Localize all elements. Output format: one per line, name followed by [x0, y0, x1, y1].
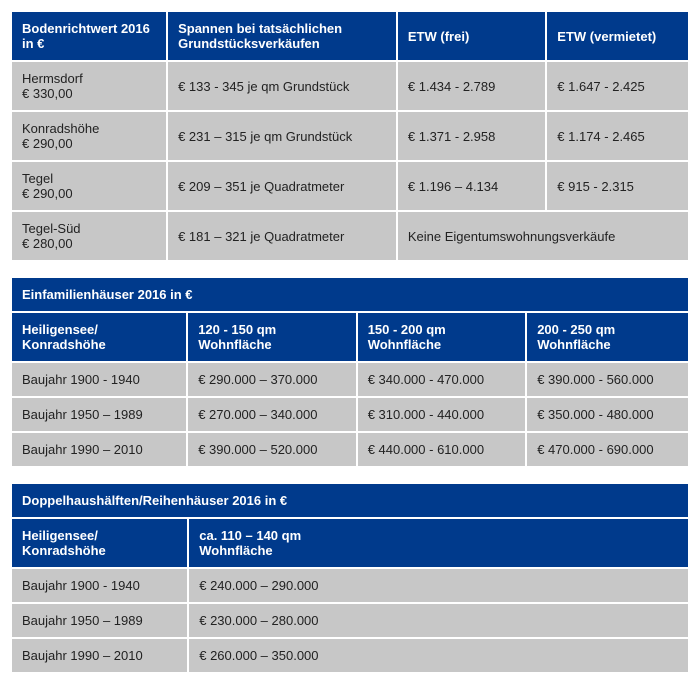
- brw-location: Tegel: [22, 171, 117, 186]
- efh-label: Baujahr 1950 – 1989: [12, 398, 186, 431]
- brw-span: € 231 – 315 je qm Grundstück: [168, 112, 396, 160]
- etw-frei: € 1.196 – 4.134: [398, 162, 545, 210]
- table-doppelhaus: Doppelhaushälften/Reihenhäuser 2016 in €…: [10, 482, 690, 674]
- table3-header-1: ca. 110 – 140 qmWohnfläche: [189, 519, 688, 567]
- table-bodenrichtwert: Bodenrichtwert 2016 in € Spannen bei tat…: [10, 10, 690, 262]
- dh-label: Baujahr 1950 – 1989: [12, 604, 187, 637]
- table-row: Baujahr 1990 – 2010 € 390.000 – 520.000 …: [12, 433, 688, 466]
- etw-frei: € 1.434 - 2.789: [398, 62, 545, 110]
- efh-cell: € 340.000 - 470.000: [358, 363, 526, 396]
- dh-cell: € 230.000 – 280.000: [189, 604, 688, 637]
- table-row: Baujahr 1990 – 2010 € 260.000 – 350.000: [12, 639, 688, 672]
- table-einfamilienhaeuser: Einfamilienhäuser 2016 in € Heiligensee/…: [10, 276, 690, 468]
- table2-title-row: Einfamilienhäuser 2016 in €: [12, 278, 688, 311]
- table2-header-row: Heiligensee/Konradshöhe 120 - 150 qmWohn…: [12, 313, 688, 361]
- efh-cell: € 390.000 – 520.000: [188, 433, 356, 466]
- table1-header-1: Spannen bei tatsächlichen Grundstücksver…: [168, 12, 396, 60]
- efh-cell: € 290.000 – 370.000: [188, 363, 356, 396]
- dh-label: Baujahr 1900 - 1940: [12, 569, 187, 602]
- table3-header-row: Heiligensee/Konradshöhe ca. 110 – 140 qm…: [12, 519, 688, 567]
- efh-cell: € 390.000 - 560.000: [527, 363, 688, 396]
- table-row: Konradshöhe € 290,00 € 231 – 315 je qm G…: [12, 112, 688, 160]
- brw-location: Hermsdorf: [22, 71, 117, 86]
- etw-verm: € 1.647 - 2.425: [547, 62, 688, 110]
- efh-label: Baujahr 1990 – 2010: [12, 433, 186, 466]
- brw-value: € 330,00: [22, 86, 73, 101]
- table-row: Tegel-Süd € 280,00 € 181 – 321 je Quadra…: [12, 212, 688, 260]
- dh-label: Baujahr 1990 – 2010: [12, 639, 187, 672]
- table3-header-0: Heiligensee/Konradshöhe: [12, 519, 187, 567]
- brw-cell: Hermsdorf € 330,00: [12, 62, 166, 110]
- brw-span: € 181 – 321 je Quadratmeter: [168, 212, 396, 260]
- table2-header-1: 120 - 150 qmWohnfläche: [188, 313, 356, 361]
- efh-cell: € 270.000 – 340.000: [188, 398, 356, 431]
- brw-span: € 209 – 351 je Quadratmeter: [168, 162, 396, 210]
- table-row: Baujahr 1900 - 1940 € 240.000 – 290.000: [12, 569, 688, 602]
- brw-cell: Tegel-Süd € 280,00: [12, 212, 166, 260]
- table-row: Baujahr 1950 – 1989 € 230.000 – 280.000: [12, 604, 688, 637]
- brw-value: € 280,00: [22, 236, 73, 251]
- etw-merged: Keine Eigentumswohnungsverkäufe: [398, 212, 688, 260]
- table2-header-0: Heiligensee/Konradshöhe: [12, 313, 186, 361]
- brw-value: € 290,00: [22, 136, 73, 151]
- table1-header-row: Bodenrichtwert 2016 in € Spannen bei tat…: [12, 12, 688, 60]
- dh-cell: € 260.000 – 350.000: [189, 639, 688, 672]
- brw-cell: Konradshöhe € 290,00: [12, 112, 166, 160]
- table2-header-2: 150 - 200 qmWohnfläche: [358, 313, 526, 361]
- table-row: Baujahr 1950 – 1989 € 270.000 – 340.000 …: [12, 398, 688, 431]
- brw-location: Konradshöhe: [22, 121, 117, 136]
- efh-label: Baujahr 1900 - 1940: [12, 363, 186, 396]
- brw-cell: Tegel € 290,00: [12, 162, 166, 210]
- efh-cell: € 310.000 - 440.000: [358, 398, 526, 431]
- table1-header-2: ETW (frei): [398, 12, 545, 60]
- table-row: Baujahr 1900 - 1940 € 290.000 – 370.000 …: [12, 363, 688, 396]
- table3-title-row: Doppelhaushälften/Reihenhäuser 2016 in €: [12, 484, 688, 517]
- table2-header-3: 200 - 250 qmWohnfläche: [527, 313, 688, 361]
- table2-title: Einfamilienhäuser 2016 in €: [12, 278, 688, 311]
- table-row: Hermsdorf € 330,00 € 133 - 345 je qm Gru…: [12, 62, 688, 110]
- efh-cell: € 470.000 - 690.000: [527, 433, 688, 466]
- brw-span: € 133 - 345 je qm Grundstück: [168, 62, 396, 110]
- table3-title: Doppelhaushälften/Reihenhäuser 2016 in €: [12, 484, 688, 517]
- brw-location: Tegel-Süd: [22, 221, 117, 236]
- etw-frei: € 1.371 - 2.958: [398, 112, 545, 160]
- table-row: Tegel € 290,00 € 209 – 351 je Quadratmet…: [12, 162, 688, 210]
- table1-header-0: Bodenrichtwert 2016 in €: [12, 12, 166, 60]
- efh-cell: € 440.000 - 610.000: [358, 433, 526, 466]
- table1-header-3: ETW (vermietet): [547, 12, 688, 60]
- etw-verm: € 915 - 2.315: [547, 162, 688, 210]
- dh-cell: € 240.000 – 290.000: [189, 569, 688, 602]
- efh-cell: € 350.000 - 480.000: [527, 398, 688, 431]
- etw-verm: € 1.174 - 2.465: [547, 112, 688, 160]
- brw-value: € 290,00: [22, 186, 73, 201]
